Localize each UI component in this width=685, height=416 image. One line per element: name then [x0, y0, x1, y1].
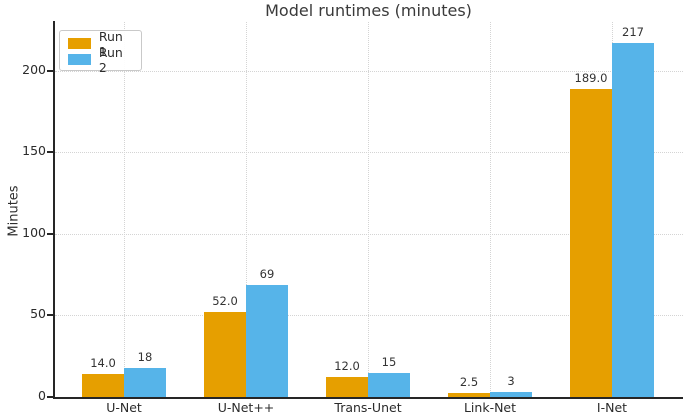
bar — [448, 392, 490, 397]
y-axis-spine — [53, 21, 55, 398]
vertical-gridline — [124, 22, 125, 397]
bar — [204, 312, 246, 397]
legend-label-run2: Run 2 — [98, 44, 123, 75]
bar-value-label: 3 — [507, 374, 515, 389]
x-tick-label: U-Net++ — [217, 400, 275, 415]
bar-value-label: 12.0 — [334, 359, 360, 374]
horizontal-gridline — [55, 70, 683, 72]
legend-swatch-run2 — [68, 54, 91, 65]
legend-entry-run1: Run 1 — [68, 29, 133, 59]
bar — [612, 43, 654, 397]
vertical-gridline — [490, 22, 491, 397]
legend-entry-run2: Run 2 — [68, 45, 133, 75]
bar-value-label: 15 — [381, 354, 397, 369]
x-tick-label: Link-Net — [463, 400, 517, 415]
bar-value-label: 18 — [137, 349, 153, 364]
y-tick-mark — [47, 232, 54, 235]
bar-value-label: 14.0 — [90, 356, 116, 371]
y-tick-label: 50 — [30, 306, 46, 322]
horizontal-gridline — [55, 233, 683, 235]
bar — [246, 284, 288, 397]
legend-swatch-run1 — [68, 38, 91, 49]
bar — [326, 377, 368, 397]
y-tick-label: 150 — [22, 143, 46, 159]
plot-area: 14.0 52.0 12.0 2.5 189.0 18 69 15 3 217 — [55, 22, 683, 397]
horizontal-gridline — [55, 152, 683, 154]
y-tick-mark — [47, 396, 54, 398]
bar — [368, 372, 410, 397]
bar — [570, 88, 612, 397]
bar-value-label: 69 — [259, 266, 275, 281]
y-tick-mark — [47, 151, 54, 154]
y-tick-mark — [47, 314, 54, 317]
chart-title: Model runtimes (minutes) — [265, 1, 472, 20]
bar — [124, 367, 166, 397]
horizontal-gridline — [55, 315, 683, 317]
x-tick-label: U-Net — [106, 400, 142, 415]
vertical-gridline — [246, 22, 247, 397]
legend-label-run1: Run 1 — [98, 28, 123, 59]
bar-value-label: 217 — [622, 25, 644, 40]
bar — [82, 374, 124, 397]
bar — [490, 392, 532, 397]
x-tick-label: Trans-Unet — [334, 400, 402, 415]
y-tick-label: 0 — [38, 388, 46, 403]
y-tick-mark — [47, 69, 54, 72]
bar-value-label: 2.5 — [459, 374, 479, 389]
vertical-gridline — [368, 22, 369, 397]
legend: Run 1 Run 2 — [59, 29, 142, 75]
x-tick-label: I-Net — [596, 400, 628, 415]
bar-value-label: 189.0 — [574, 70, 608, 85]
y-tick-label: 100 — [22, 224, 46, 240]
y-tick-label: 200 — [22, 61, 46, 77]
bar-value-label: 52.0 — [212, 294, 238, 309]
x-axis-spine — [53, 397, 683, 399]
